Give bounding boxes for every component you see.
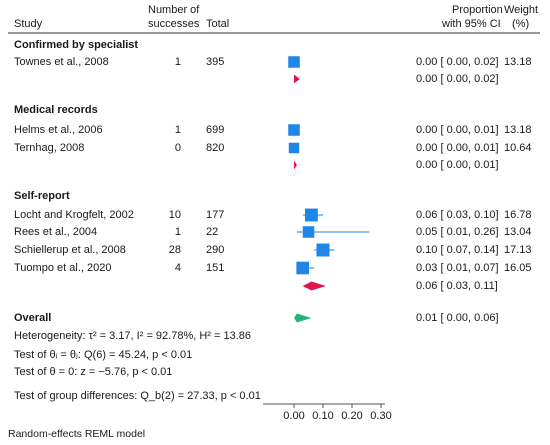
study-ci: 0.00 [ 0.00, 0.01] [416,142,499,154]
study-marker [316,243,330,257]
study-label: Helms et al., 2006 [14,124,103,136]
study-ci: 0.00 [ 0.00, 0.02] [416,56,499,68]
study-total: 290 [206,244,225,256]
study-total: 395 [206,56,225,68]
study-successes: 28 [168,244,181,256]
header-proportion: with 95% CI [442,18,501,30]
study-successes: 10 [168,209,181,221]
header-study: Study [14,18,43,30]
study-label: Tuompo et al., 2020 [14,262,112,274]
group-heading: Self-report [14,190,70,202]
subtotal-ci: 0.00 [ 0.00, 0.02] [416,73,499,85]
x-tick-label: 0.10 [312,410,334,422]
header-successes: successes [148,18,200,30]
x-tick-label: 0.00 [283,410,305,422]
model-note: Random-effects REML model [8,428,146,440]
study-label: Rees et al., 2004 [14,226,98,238]
test-q-stat: Test of θᵢ = θⱼ: Q(6) = 45.24, p < 0.01 [14,349,193,361]
study-label: Locht and Krogfelt, 2002 [14,209,134,221]
study-weight: 16.78 [504,209,532,221]
study-total: 699 [206,124,225,136]
test-z-stat: Test of θ = 0: z = −5.76, p < 0.01 [14,366,173,378]
study-marker [288,124,300,136]
study-marker [302,226,315,238]
overall-diamond [294,313,312,323]
study-ci: 0.06 [ 0.03, 0.10] [416,209,499,221]
study-total: 151 [206,262,225,274]
subtotal-diamond [294,160,297,170]
header-successes: Number of [148,4,200,16]
study-successes: 1 [174,56,181,68]
study-weight: 13.04 [504,226,532,238]
study-ci: 0.03 [ 0.01, 0.07] [416,262,499,274]
study-ci: 0.10 [ 0.07, 0.14] [416,244,499,256]
overall-label: Overall [14,312,52,324]
study-weight: 13.18 [504,124,532,136]
study-successes: 0 [174,142,181,154]
study-ci: 0.00 [ 0.00, 0.01] [416,124,499,136]
group-heading: Confirmed by specialist [14,39,139,51]
study-weight: 10.64 [504,142,532,154]
study-weight: 16.05 [504,262,532,274]
header-weight: (%) [512,18,530,30]
study-successes: 1 [174,124,181,136]
heterogeneity-stat: Heterogeneity: τ² = 3.17, I² = 92.78%, H… [14,330,252,342]
study-successes: 1 [174,226,181,238]
study-total: 177 [206,209,225,221]
study-ci: 0.05 [ 0.01, 0.26] [416,226,499,238]
study-total: 820 [206,142,225,154]
study-label: Ternhag, 2008 [14,142,85,154]
overall-ci: 0.01 [ 0.00, 0.06] [416,312,499,324]
group-heading: Medical records [14,104,98,116]
study-label: Schiellerup et al., 2008 [14,244,126,256]
subtotal-diamond [302,281,326,291]
study-marker [288,142,300,154]
study-label: Townes et al., 2008 [14,56,109,68]
study-successes: 4 [174,262,181,274]
test-group-diff-stat: Test of group differences: Q_b(2) = 27.3… [14,390,261,402]
header-total: Total [206,18,230,30]
study-marker [296,261,310,275]
subtotal-ci: 0.06 [ 0.03, 0.11] [416,280,498,292]
x-tick-label: 0.20 [341,410,363,422]
subtotal-diamond [294,74,300,84]
study-total: 22 [206,226,219,238]
header-weight: Weight [504,4,539,16]
study-weight: 17.13 [504,244,532,256]
header-proportion: Proportion [452,4,503,16]
x-tick-label: 0.30 [370,410,392,422]
subtotal-ci: 0.00 [ 0.00, 0.01] [416,159,499,171]
study-marker [288,56,300,68]
study-marker [304,208,318,222]
study-weight: 13.18 [504,56,532,68]
